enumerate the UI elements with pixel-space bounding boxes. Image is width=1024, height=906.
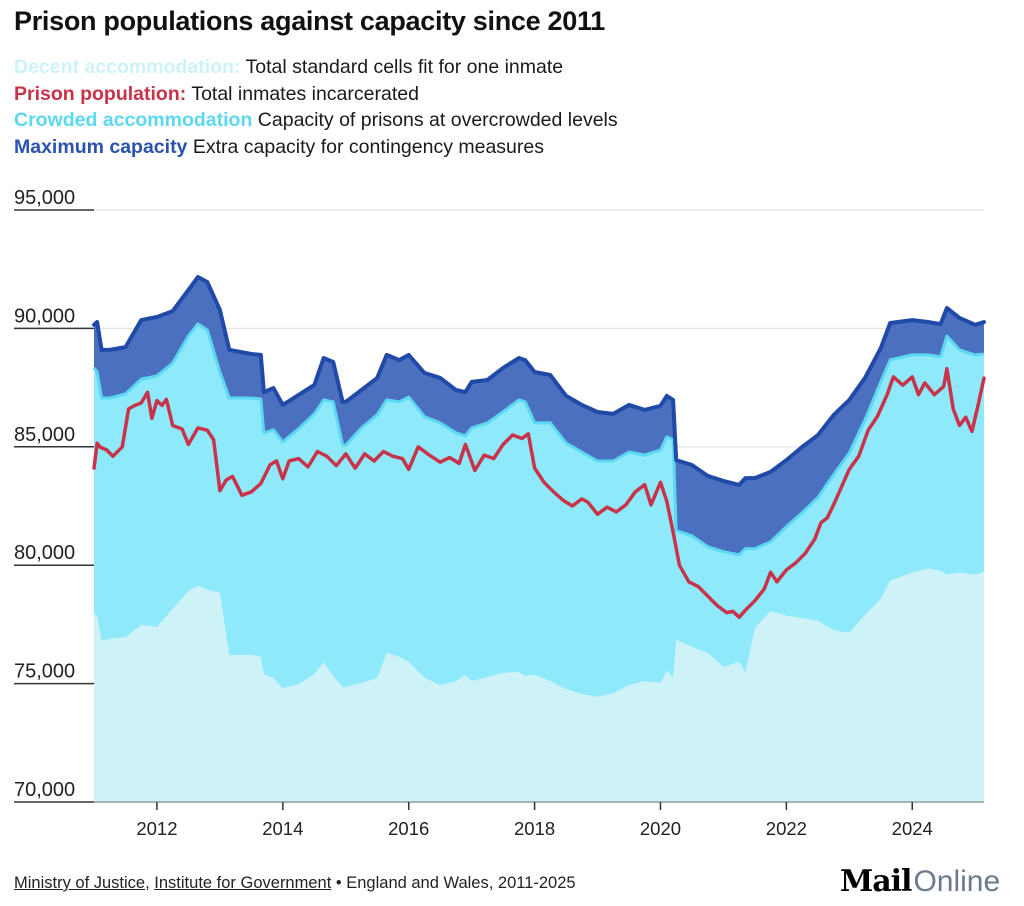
decent-accommodation-area xyxy=(94,568,984,802)
x-axis: 2012 2014 2016 2018 2020 2022 2024 xyxy=(94,801,984,839)
y-tick-label: 75,000 xyxy=(14,661,75,683)
x-tick-label: 2012 xyxy=(136,818,177,839)
y-tick-label: 70,000 xyxy=(14,779,75,801)
x-tick-label: 2020 xyxy=(640,818,681,839)
legend-key-decent: Decent accommodation: xyxy=(14,56,241,78)
legend-desc-population: Total inmates incarcerated xyxy=(191,82,419,105)
maximum-capacity-line xyxy=(92,275,986,487)
areas xyxy=(92,277,985,802)
legend-desc-crowded: Capacity of prisons at overcrowded level… xyxy=(257,109,618,131)
x-tick-label: 2016 xyxy=(388,818,429,839)
y-tick-label: 85,000 xyxy=(14,424,75,446)
legend-item-maximum: Maximum capacity Extra capacity for cont… xyxy=(14,134,618,161)
legend-item-population: Prison population: Total inmates incarce… xyxy=(14,81,618,108)
lines xyxy=(92,275,986,620)
y-tick-label: 90,000 xyxy=(14,305,75,327)
footer-separator: , xyxy=(145,874,155,892)
source-link-moj[interactable]: Ministry of Justice xyxy=(14,874,146,892)
y-tick-label: 95,000 xyxy=(14,187,75,209)
logo-online: Online xyxy=(913,865,1001,898)
footer-note: • England and Wales, 2011-2025 xyxy=(331,874,576,892)
x-tick-label: 2014 xyxy=(262,818,303,839)
legend-item-crowded: Crowded accommodation Capacity of prison… xyxy=(14,107,618,134)
source-link-ifg[interactable]: Institute for Government xyxy=(154,874,332,892)
legend-key-crowded: Crowded accommodation xyxy=(14,109,253,131)
y-tick-label: 80,000 xyxy=(14,542,75,564)
x-tick-label: 2022 xyxy=(766,818,807,839)
y-axis: 70,000 75,000 80,000 85,000 90,000 95,000 xyxy=(14,187,94,803)
logo-mail: Mail xyxy=(840,864,912,899)
x-tick-label: 2018 xyxy=(514,818,555,839)
mailonline-logo: MailOnline xyxy=(840,864,1000,899)
legend-desc-decent: Total standard cells fit for one inmate xyxy=(245,56,564,78)
legend-key-population: Prison population: xyxy=(14,82,187,105)
x-tick-label: 2024 xyxy=(892,818,933,839)
prison-population-line xyxy=(92,366,986,620)
legend-key-maximum: Maximum capacity xyxy=(14,135,188,158)
footer: Ministry of Justice, Institute for Gover… xyxy=(14,874,576,893)
crowded-accommodation-edge xyxy=(92,322,985,557)
legend-desc-maximum: Extra capacity for contingency measures xyxy=(192,135,544,158)
legend-item-decent: Decent accommodation: Total standard cel… xyxy=(14,54,618,81)
chart-title: Prison populations against capacity sinc… xyxy=(14,6,605,36)
legend: Decent accommodation: Total standard cel… xyxy=(14,54,618,160)
